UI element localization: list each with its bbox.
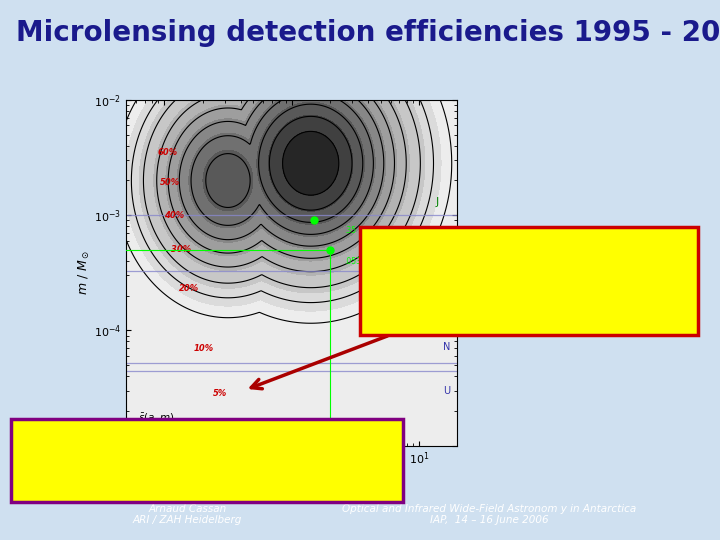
Text: 30%: 30%: [171, 245, 191, 254]
Text: 10%: 10%: [194, 343, 214, 353]
Text: N: N: [443, 342, 450, 352]
Text: .053: .053: [344, 257, 361, 266]
X-axis label: $a/(1\ \mathrm{AU})$: $a/(1\ \mathrm{AU})$: [266, 472, 318, 488]
Text: U: U: [443, 386, 450, 396]
Text: Microlensing detection efficiencies 1995 - 2006: Microlensing detection efficiencies 1995…: [16, 19, 720, 47]
Y-axis label: $m\ /\ M_\odot$: $m\ /\ M_\odot$: [77, 250, 92, 295]
Text: These planets of few Earth
masses and few AU orbits may
be very common: These planets of few Earth masses and fe…: [371, 238, 634, 287]
Text: $\bar{\varepsilon}(a,m)$: $\bar{\varepsilon}(a,m)$: [138, 413, 174, 426]
Text: J: J: [436, 197, 439, 207]
Text: 40%: 40%: [164, 211, 184, 220]
Text: A continuous monitoring from Dome C
would push the detection efficiency
limits t: A continuous monitoring from Dome C woul…: [19, 428, 336, 478]
Text: 20%: 20%: [179, 284, 199, 293]
Text: OB5-390: OB5-390: [356, 477, 387, 483]
Text: .35: .35: [344, 226, 356, 235]
Text: 2%: 2%: [232, 424, 246, 433]
Text: 50%: 50%: [160, 179, 180, 187]
Text: 60%: 60%: [157, 148, 177, 157]
Text: Optical and Infrared Wide-Field Astronom y in Antarctica
IAP,  14 – 16 June 2006: Optical and Infrared Wide-Field Astronom…: [343, 503, 636, 525]
Text: 5%: 5%: [212, 389, 227, 399]
Text: Arnaud Cassan
ARI / ZAH Heidelberg: Arnaud Cassan ARI / ZAH Heidelberg: [132, 503, 242, 525]
